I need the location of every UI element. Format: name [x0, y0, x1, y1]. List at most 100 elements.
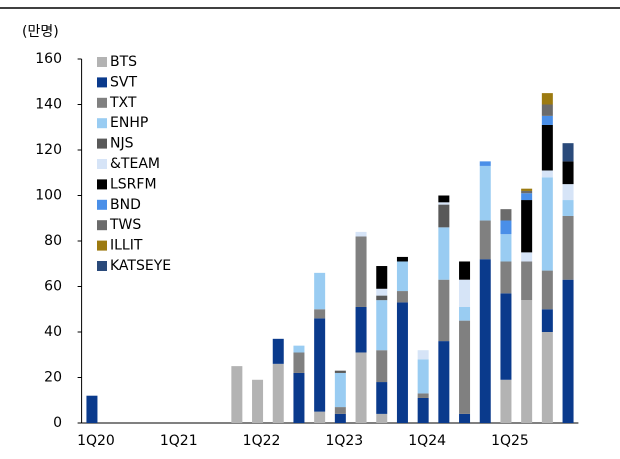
bar-segment — [376, 295, 388, 301]
legend-label: ILLIT — [110, 238, 143, 254]
bar-segment — [355, 231, 367, 237]
bar-segment — [541, 170, 553, 178]
y-tick-label: 100 — [35, 188, 62, 204]
bar-segment — [562, 215, 574, 280]
bar-segment — [396, 256, 408, 262]
bar-segment — [396, 302, 408, 423]
bar-segment — [459, 320, 471, 414]
legend-swatch — [97, 97, 107, 108]
legend-label: &TEAM — [110, 156, 160, 172]
bar-segment — [293, 352, 305, 373]
bar-segment — [355, 352, 367, 423]
bar-segment — [541, 270, 553, 310]
legend-label: LSRFM — [110, 176, 157, 192]
bar-segment — [376, 413, 388, 423]
bar-segment — [293, 345, 305, 353]
bar-segment — [521, 193, 533, 201]
bar-segment — [86, 395, 98, 423]
bar-segment — [376, 350, 388, 383]
bar-segment — [521, 200, 533, 253]
bar-segment — [500, 234, 512, 262]
bar-segment — [334, 372, 346, 408]
bar-segment — [479, 259, 491, 423]
bar-segment — [314, 272, 326, 310]
legend-swatch — [97, 77, 107, 88]
bar-segment — [355, 306, 367, 353]
bar-segment — [459, 279, 471, 307]
bar-segment — [541, 124, 553, 171]
legend-label: NJS — [110, 136, 134, 152]
bar-segment — [438, 204, 450, 228]
legend-swatch — [97, 199, 107, 210]
bar-segment — [376, 288, 388, 296]
bar-segment — [376, 300, 388, 351]
bar-segment — [500, 379, 512, 423]
y-tick-label: 140 — [35, 97, 62, 113]
bar-segment — [272, 338, 284, 364]
bar-segment — [459, 261, 471, 280]
bar-segment — [417, 350, 429, 360]
legend-label: TWS — [109, 217, 141, 233]
y-tick-label: 0 — [53, 415, 62, 431]
legend-label: BTS — [110, 54, 137, 70]
bar-segment — [334, 370, 346, 373]
y-tick-label: 80 — [44, 233, 62, 249]
x-tick-label: 1Q22 — [243, 433, 281, 449]
y-tick-label: 20 — [44, 370, 62, 386]
legend-swatch — [97, 138, 107, 149]
bar-segment — [562, 184, 574, 201]
bar-segment — [541, 177, 553, 271]
x-tick-label: 1Q21 — [160, 433, 198, 449]
bar-segment — [521, 261, 533, 301]
bar-segment — [479, 220, 491, 260]
bar-segment — [541, 309, 553, 332]
bar-segment — [500, 220, 512, 235]
bar-segment — [521, 190, 533, 194]
bar-segment — [541, 93, 553, 105]
bar-segment — [459, 413, 471, 423]
bar-segment — [521, 188, 533, 191]
bar-segment — [521, 300, 533, 423]
bar-segment — [314, 318, 326, 412]
bar-segment — [459, 306, 471, 321]
y-tick-label: 120 — [35, 142, 62, 158]
y-tick-label: 60 — [44, 279, 62, 295]
bar-segment — [541, 104, 553, 116]
x-tick-label: 1Q23 — [325, 433, 363, 449]
y-tick-label: 40 — [44, 324, 62, 340]
bar-segment — [521, 252, 533, 262]
legend-swatch — [97, 159, 107, 169]
x-tick-label: 1Q20 — [77, 433, 115, 449]
legend-label: SVT — [110, 74, 137, 90]
bar-segment — [314, 309, 326, 319]
x-tick-label: 1Q25 — [491, 433, 529, 449]
bar-segment — [438, 341, 450, 423]
bar-segment — [417, 397, 429, 423]
bar-segment — [541, 115, 553, 125]
bar-segment — [376, 382, 388, 414]
bar-segment — [396, 261, 408, 292]
bar-segment — [417, 393, 429, 398]
bar-segment — [479, 165, 491, 221]
bar-segment — [314, 411, 326, 423]
bar-segment — [438, 195, 450, 203]
legend-label: BND — [110, 197, 141, 213]
unit-label: (만명) — [22, 24, 59, 40]
bar-segment — [479, 161, 491, 166]
bar-segment — [334, 407, 346, 414]
legend-label: TXT — [109, 95, 137, 111]
y-tick-label: 160 — [35, 51, 62, 67]
bar-segment — [562, 200, 574, 216]
legend-swatch — [97, 118, 107, 129]
bar-segment — [334, 413, 346, 423]
legend-swatch — [97, 57, 107, 67]
bar-segment — [376, 266, 388, 289]
bar-segment — [355, 236, 367, 307]
bar-segment — [500, 209, 512, 221]
bar-segment — [500, 293, 512, 380]
legend-swatch — [97, 261, 107, 271]
bar-segment — [562, 161, 574, 185]
bar-segment — [252, 379, 264, 423]
bar-segment — [500, 261, 512, 294]
